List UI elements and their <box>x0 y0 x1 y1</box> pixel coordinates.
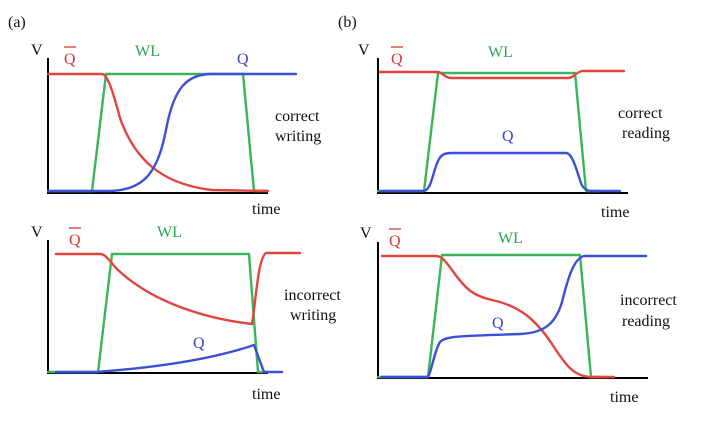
plot-incorrect-writing: V time Q WL Q incorrect writing <box>31 224 341 403</box>
wl-curve <box>46 252 270 374</box>
q-label: Q <box>492 315 504 332</box>
qbar-curve <box>54 251 302 326</box>
wl-label: WL <box>135 43 160 60</box>
qbar-curve <box>380 254 616 379</box>
qbar-label: Q <box>389 233 401 250</box>
q-curve <box>54 343 284 374</box>
desc-line2: reading <box>622 313 670 330</box>
axes <box>377 242 648 379</box>
time-axis-label: time <box>252 201 280 218</box>
desc-line1: correct <box>275 108 320 125</box>
qbar-label: Q <box>64 51 76 68</box>
wl-label: WL <box>157 224 182 241</box>
desc-line2: reading <box>622 125 670 142</box>
panel-label-a: (a) <box>8 14 26 31</box>
v-axis-label: V <box>360 225 372 242</box>
desc-line1: correct <box>618 105 663 122</box>
desc-line1: incorrect <box>284 287 341 304</box>
axes <box>47 240 268 374</box>
panel-label-b: (b) <box>338 14 357 31</box>
q-label: Q <box>502 128 514 145</box>
qbar-curve <box>46 72 270 193</box>
v-axis-label: V <box>31 224 43 241</box>
v-axis-label: V <box>31 42 43 59</box>
axes <box>47 58 268 194</box>
time-axis-label: time <box>252 386 280 403</box>
wl-curve <box>376 71 602 193</box>
time-axis-label: time <box>610 389 638 406</box>
q-curve <box>380 254 648 379</box>
qbar-label: Q <box>391 51 403 68</box>
wl-label: WL <box>498 230 523 247</box>
time-axis-label: time <box>601 204 629 221</box>
desc-line2: writing <box>275 128 321 145</box>
v-axis-label: V <box>358 42 370 59</box>
plot-correct-reading: V time Q WL Q correct reading <box>358 42 670 221</box>
plot-correct-writing: V time Q WL Q correct writing <box>31 42 321 218</box>
wl-curve <box>46 72 270 193</box>
axes <box>377 58 628 194</box>
desc-line1: incorrect <box>620 292 677 309</box>
q-label: Q <box>237 51 249 68</box>
q-label: Q <box>193 335 205 352</box>
wl-label: WL <box>488 44 513 61</box>
plot-incorrect-reading: V time Q WL Q incorrect reading <box>360 225 677 406</box>
desc-line2: writing <box>290 307 336 324</box>
qbar-label: Q <box>69 232 81 249</box>
qbar-curve <box>378 69 626 80</box>
q-curve <box>46 72 298 193</box>
q-curve <box>378 151 622 193</box>
